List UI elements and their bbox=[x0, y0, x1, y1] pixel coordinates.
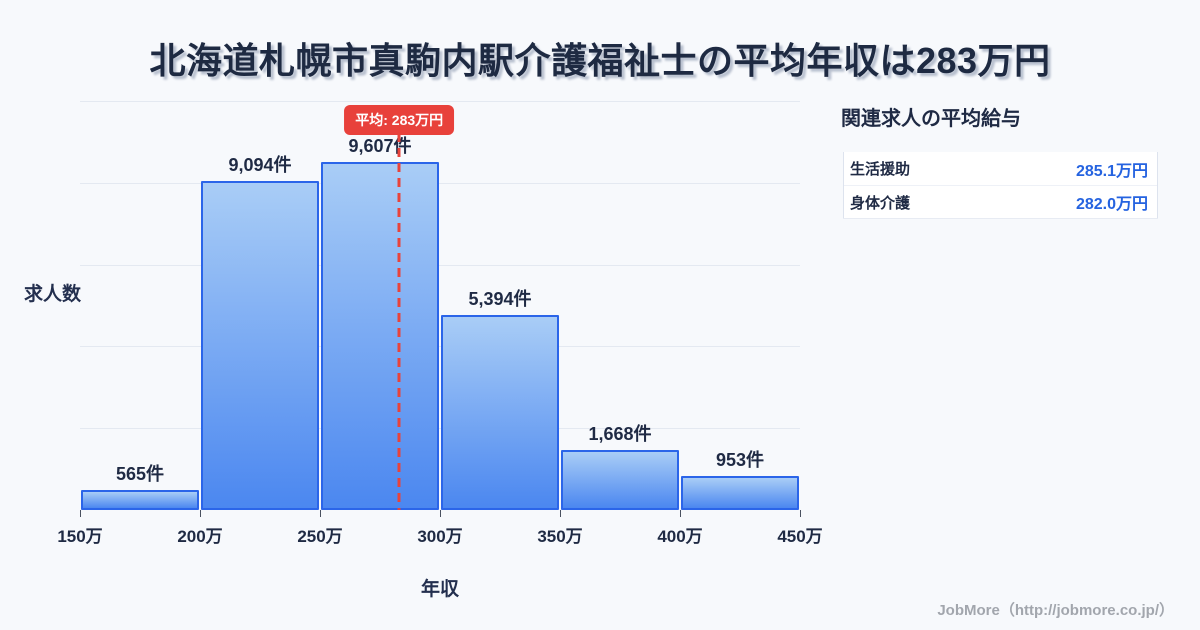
histogram-bar bbox=[441, 315, 559, 510]
bar-value-label: 953件 bbox=[715, 450, 765, 470]
x-tick-label: 450万 bbox=[777, 527, 823, 546]
x-axis-tick bbox=[320, 510, 321, 517]
gridline bbox=[80, 183, 800, 184]
x-axis-tick bbox=[680, 510, 681, 517]
gridline bbox=[80, 346, 800, 347]
x-tick-label: 350万 bbox=[537, 527, 583, 546]
x-tick-label: 200万 bbox=[177, 527, 223, 546]
x-axis-tick bbox=[200, 510, 201, 517]
bar-value-label: 565件 bbox=[115, 464, 165, 484]
x-axis-tick bbox=[800, 510, 801, 517]
bar-value-label: 1,668件 bbox=[588, 424, 652, 444]
related-jobs-panel: 関連求人の平均給与 生活援助 285.1万円 身体介護 282.0万円 bbox=[840, 102, 1160, 218]
x-axis-label: 年収 bbox=[420, 579, 459, 600]
average-badge: 平均: 283万円 bbox=[344, 105, 455, 135]
bar-value-label: 5,394件 bbox=[468, 289, 532, 309]
x-axis-tick bbox=[440, 510, 441, 517]
histogram-bar bbox=[81, 490, 199, 510]
salary-row-label: 身体介護 bbox=[850, 194, 911, 212]
histogram-bar bbox=[561, 450, 679, 510]
related-jobs-heading: 関連求人の平均給与 bbox=[841, 108, 1021, 130]
x-axis-tick bbox=[560, 510, 561, 517]
related-jobs-card: 生活援助 285.1万円 身体介護 282.0万円 bbox=[843, 152, 1158, 218]
x-tick-label: 250万 bbox=[297, 527, 343, 546]
salary-row-value: 285.1万円 bbox=[1075, 162, 1148, 180]
histogram-bar bbox=[321, 162, 439, 510]
salary-row: 身体介護 282.0万円 bbox=[844, 185, 1157, 218]
histogram-bar bbox=[681, 476, 799, 510]
gridline bbox=[80, 428, 800, 429]
gridline bbox=[80, 101, 800, 102]
x-axis-tick bbox=[80, 510, 81, 517]
plot-area: 平均: 283万円 565件 9,094件 9,607件 5,394件 1,668件 95… bbox=[57, 101, 823, 546]
salary-row: 生活援助 285.1万円 bbox=[844, 152, 1157, 185]
salary-row-value: 282.0万円 bbox=[1075, 196, 1148, 213]
average-line bbox=[397, 133, 401, 510]
y-axis-label: 求人数 bbox=[24, 284, 82, 305]
x-tick-label: 150万 bbox=[57, 527, 103, 546]
page-title: 北海道札幌市真駒内駅介護福祉士の平均年収は283万円 bbox=[149, 40, 1051, 81]
bar-value-label: 9,607件 bbox=[348, 136, 412, 156]
x-tick-label: 300万 bbox=[417, 527, 463, 546]
x-tick-label: 400万 bbox=[657, 527, 703, 546]
histogram-bar bbox=[201, 181, 319, 510]
gridline bbox=[80, 265, 800, 266]
footer-credit: JobMore（http://jobmore.co.jp/） bbox=[937, 602, 1174, 619]
salary-row-label: 生活援助 bbox=[850, 161, 911, 178]
bar-value-label: 9,094件 bbox=[228, 155, 292, 175]
